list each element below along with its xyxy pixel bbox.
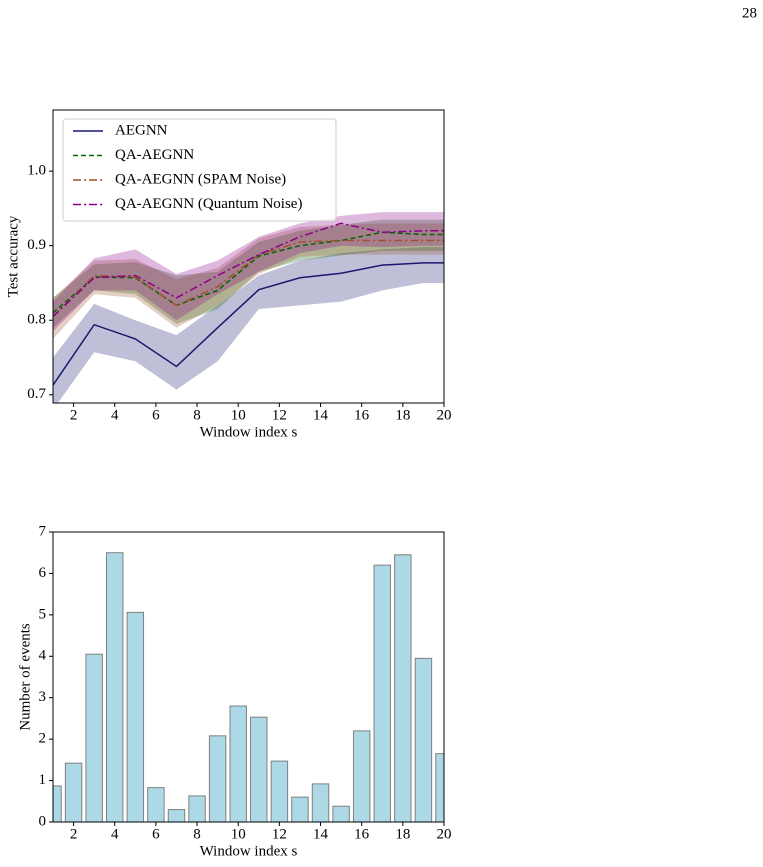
x-tick-label: 14: [313, 826, 329, 842]
legend-label: AEGNN: [115, 122, 168, 138]
y-tick-label: 0.8: [27, 312, 46, 328]
x-tick-label: 18: [395, 826, 410, 842]
bar: [414, 657, 433, 822]
plot-area: [53, 552, 444, 822]
confidence-band: [53, 223, 444, 339]
x-axis-label: Window index s: [200, 424, 298, 440]
bar: [394, 554, 412, 822]
y-tick-label: 7: [39, 523, 47, 539]
x-tick-label: 2: [70, 826, 78, 842]
x-tick-label: 12: [272, 826, 287, 842]
axes-frame: [52, 109, 445, 404]
y-tick-label: 0.7: [27, 386, 46, 402]
x-tick-label: 20: [437, 407, 452, 423]
x-tick-label: 4: [111, 826, 119, 842]
legend-label: QA-AEGNN (SPAM Noise): [115, 171, 286, 187]
x-tick-label: 14: [313, 407, 329, 423]
x-tick-label: 6: [152, 407, 160, 423]
bar: [311, 783, 330, 822]
y-tick-label: 1: [39, 772, 47, 788]
bar: [352, 730, 371, 822]
series-line: [53, 231, 444, 314]
bar: [64, 762, 83, 822]
bar: [53, 785, 62, 822]
bar: [250, 716, 268, 822]
confidence-band: [53, 219, 444, 328]
y-tick-label: 5: [39, 606, 47, 622]
bar: [188, 795, 206, 822]
confidence-band: [53, 212, 444, 332]
page-number: 28: [742, 5, 757, 21]
x-tick-label: 6: [152, 826, 160, 842]
y-tick-label: 4: [39, 648, 47, 664]
x-axis-label: Window index s: [200, 843, 298, 859]
x-tick-label: 12: [272, 407, 287, 423]
bar: [229, 705, 247, 822]
series-line: [53, 262, 444, 386]
y-axis-label: Number of events: [17, 623, 33, 731]
bar: [435, 753, 444, 822]
bar: [373, 564, 391, 822]
bar: [167, 809, 186, 822]
axes-frame: [52, 531, 445, 823]
confidence-band: [53, 247, 444, 403]
x-tick-label: 2: [70, 407, 78, 423]
y-tick-label: 3: [39, 689, 47, 705]
x-tick-label: 20: [437, 826, 452, 842]
y-tick-label: 0: [39, 813, 47, 829]
bar: [85, 653, 103, 822]
y-axis-label: Test accuracy: [5, 215, 21, 297]
y-tick-label: 2: [39, 731, 47, 747]
x-tick-label: 10: [231, 407, 246, 423]
x-tick-label: 18: [395, 407, 410, 423]
legend-label: QA-AEGNN (Quantum Noise): [115, 196, 302, 212]
x-tick-label: 8: [193, 826, 201, 842]
bar: [126, 611, 145, 822]
x-tick-label: 16: [354, 826, 370, 842]
legend-box: [62, 118, 337, 222]
legend-label: QA-AEGNN: [115, 147, 194, 163]
x-tick-label: 8: [193, 407, 201, 423]
bar: [208, 735, 227, 822]
x-tick-label: 4: [111, 407, 119, 423]
bar: [291, 796, 309, 822]
x-tick-label: 10: [231, 826, 246, 842]
series-line: [53, 222, 444, 318]
y-tick-label: 0.9: [27, 237, 46, 253]
bar: [147, 787, 165, 822]
bar: [332, 805, 350, 822]
y-tick-label: 1.0: [27, 163, 46, 179]
bar: [106, 552, 124, 822]
bar: [270, 760, 289, 822]
y-tick-label: 6: [39, 565, 47, 581]
x-tick-label: 16: [354, 407, 370, 423]
plot-area: [53, 212, 444, 403]
